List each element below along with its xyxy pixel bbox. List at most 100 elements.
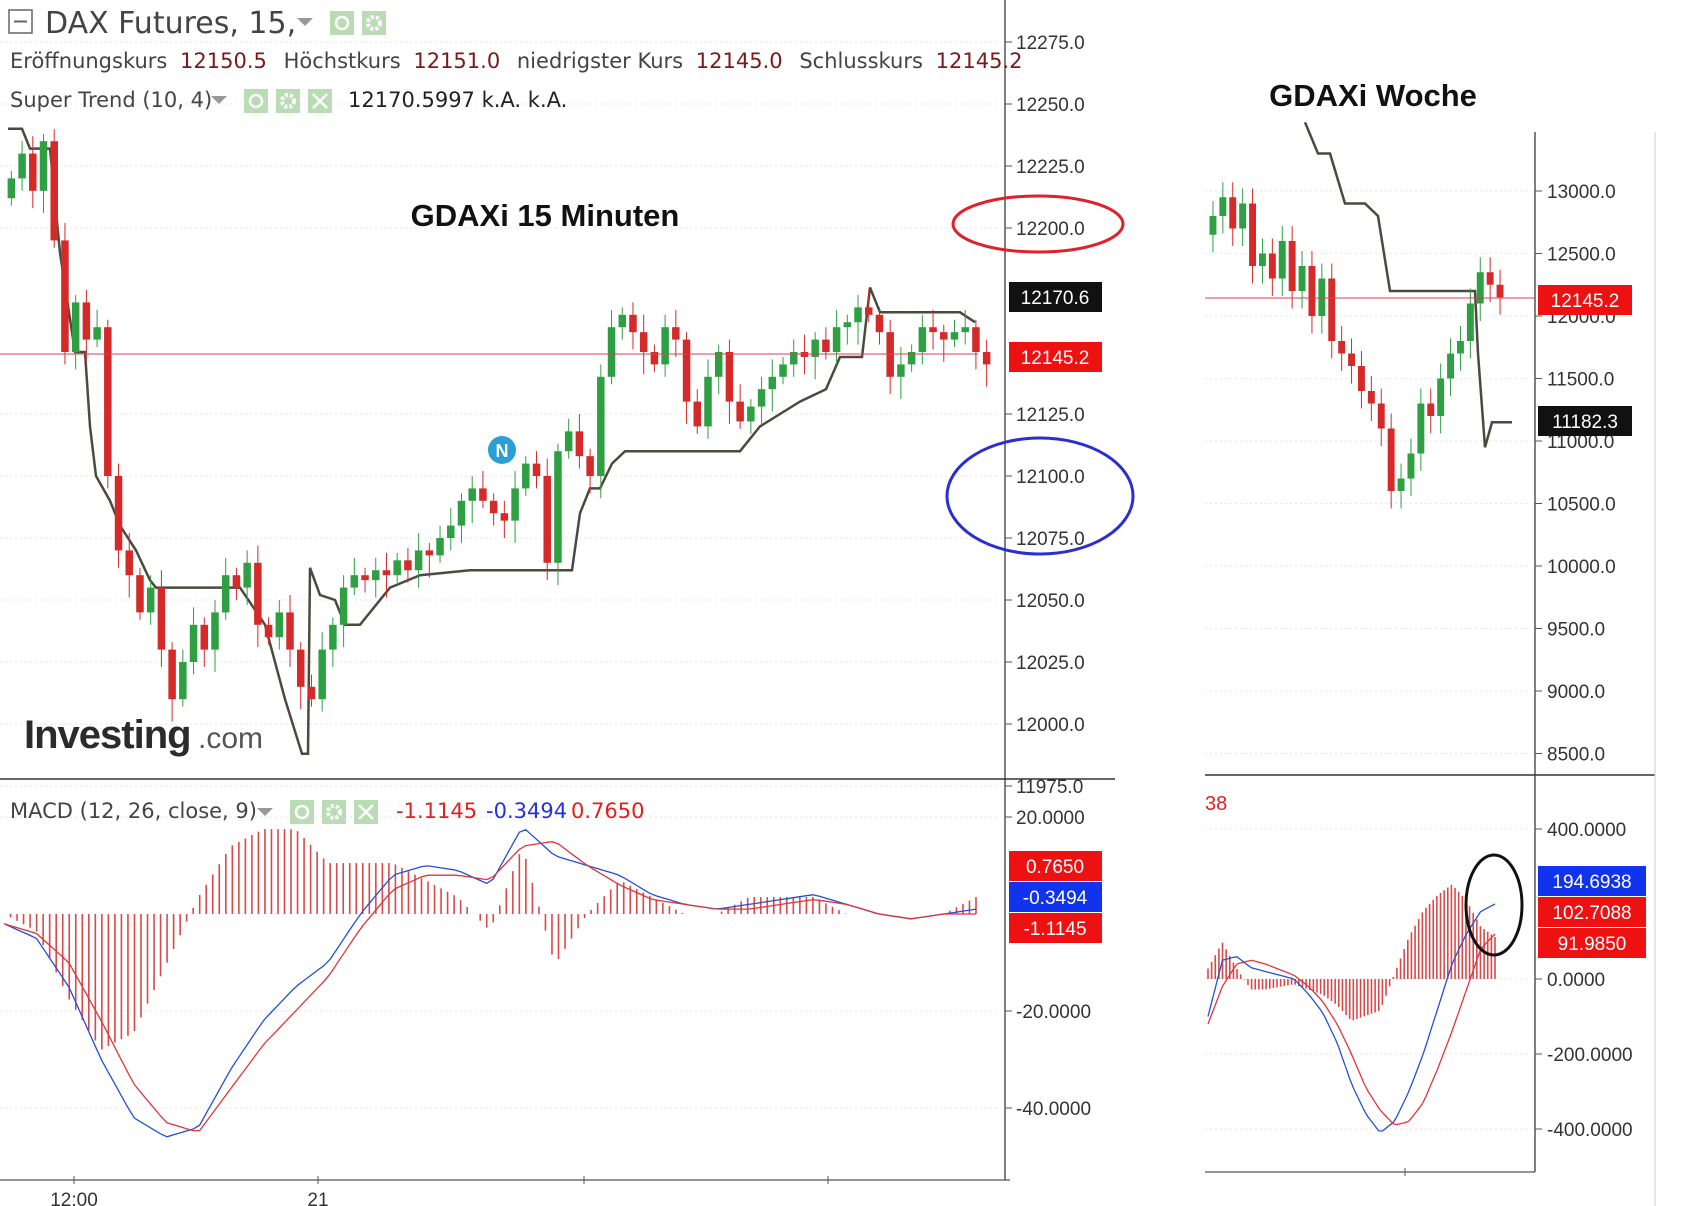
right-candle-body: [1258, 253, 1266, 266]
macd-eye-icon[interactable]: [290, 800, 314, 824]
left-candle-body: [843, 322, 852, 328]
left-ytick-label: 12125.0: [1016, 405, 1085, 426]
right-ytick-label: 9500.0: [1547, 620, 1605, 641]
right-candle-body: [1308, 266, 1316, 316]
ohlc-line: Eröffnungskurs 12150.5 Höchstkurs 12151.…: [10, 49, 1022, 73]
right-candle-body: [1397, 478, 1405, 491]
right-candle-body: [1357, 366, 1365, 391]
left-candle-body: [179, 662, 187, 700]
x-tick-label-1: 12:00: [50, 1190, 98, 1206]
macd-legend: MACD (12, 26, close, 9) -1.1145 -0.3494 …: [10, 799, 644, 824]
macd-ytick-label: 20.0000: [1016, 808, 1085, 829]
left-candle-body: [522, 463, 530, 489]
right-candle-body: [1417, 403, 1425, 454]
right-ytick-label: 13000.0: [1547, 182, 1616, 203]
chevron-down-icon[interactable]: [297, 18, 313, 26]
right-macd-line: [1207, 903, 1496, 1132]
macd-gear-icon[interactable]: [322, 800, 346, 824]
right-ytick-label: 11500.0: [1547, 370, 1614, 391]
right-macd-badge-2: 102.7088: [1538, 897, 1646, 927]
right-ytick-label: 10000.0: [1547, 557, 1616, 578]
supertrend-label[interactable]: Super Trend (10, 4): [10, 88, 212, 112]
logo-wordmark: Investing: [24, 713, 191, 757]
right-candle-body: [1427, 403, 1435, 416]
macd-label[interactable]: MACD (12, 26, close, 9): [10, 799, 257, 823]
macd-value-2: -0.3494: [486, 799, 567, 823]
macd-badge-1: 0.7650: [1009, 851, 1102, 881]
gear-icon[interactable]: [362, 11, 386, 35]
left-candle-body: [747, 406, 755, 422]
left-candle-body: [875, 314, 884, 333]
right-candle-body: [1298, 266, 1306, 291]
left-candle-body: [168, 649, 176, 700]
left-candle-body: [864, 307, 873, 315]
right-candle-body: [1486, 272, 1494, 285]
right-macd-panel: [1205, 828, 1530, 1132]
left-candle-body: [307, 686, 316, 700]
left-candle-body: [157, 587, 166, 650]
supertrend-eye-icon[interactable]: [244, 89, 268, 113]
left-candle-body: [629, 314, 637, 333]
left-ytick-label: 12100.0: [1016, 467, 1085, 488]
left-candle-body: [361, 575, 369, 581]
right-ytick-label: 8500.0: [1547, 745, 1605, 766]
macd-value-1: -1.1145: [396, 799, 477, 823]
left-candle-body: [736, 401, 744, 422]
eye-icon[interactable]: [330, 11, 354, 35]
right-price-grid: [1205, 190, 1530, 754]
left-candle-body: [329, 624, 337, 650]
badge-supertrend-left: 12170.6: [1009, 282, 1102, 312]
supertrend-gear-icon[interactable]: [276, 89, 300, 113]
left-candle-body: [982, 352, 991, 365]
symbol-title[interactable]: DAX Futures, 15,: [45, 6, 296, 41]
left-candle-body: [286, 612, 294, 650]
badge-last-price-left: 12145.2: [1009, 342, 1102, 372]
left-ytick-label: 12275.0: [1016, 33, 1085, 54]
right-candle-body: [1209, 216, 1217, 235]
macd-chevron-icon[interactable]: [257, 808, 273, 816]
left-candle-body: [382, 570, 391, 576]
left-candle-body: [950, 332, 959, 340]
right-macd-badge-1: 194.6938: [1538, 866, 1646, 896]
left-chart-title: GDAXi 15 Minuten: [411, 198, 680, 233]
left-candle-body: [414, 550, 423, 571]
right-macd-badge-1-text: 194.6938: [1552, 872, 1631, 893]
supertrend-chevron-icon[interactable]: [211, 96, 227, 104]
right-candle-body: [1249, 203, 1257, 266]
left-candle-body: [436, 538, 444, 556]
right-ytick-label: 9000.0: [1547, 682, 1605, 703]
left-candle-body: [18, 153, 26, 179]
left-candle-body: [661, 327, 669, 365]
left-ytick-label: 12025.0: [1016, 653, 1085, 674]
left-candle-body: [789, 352, 798, 365]
macd-badge-2-text: -0.3494: [1023, 888, 1088, 909]
right-candle-body: [1377, 403, 1385, 429]
left-candle-body: [682, 339, 691, 402]
right-candle-body: [1476, 272, 1484, 304]
left-supertrend-path: [8, 127, 976, 756]
right-candle-body: [1407, 453, 1415, 479]
left-candle-body: [854, 307, 862, 323]
right-candle-body: [1348, 353, 1356, 366]
event-marker-icon[interactable]: N: [488, 436, 516, 464]
left-candle-body: [672, 327, 680, 340]
event-marker-letter: N: [496, 441, 509, 461]
left-candle-body: [339, 587, 348, 625]
left-ytick-label: 12200.0: [1016, 219, 1085, 240]
right-supertrend-path: [1303, 121, 1512, 448]
left-candle-body: [104, 327, 112, 476]
left-candle-body: [275, 612, 284, 638]
right-macd-legend-partial: 38: [1205, 793, 1227, 815]
right-candle-body: [1338, 341, 1346, 354]
left-candle-body: [125, 550, 134, 576]
red-circle-annotation: [951, 194, 1125, 254]
left-candle-body: [232, 575, 241, 588]
right-candle-body: [1367, 391, 1375, 404]
left-candle-body: [82, 302, 91, 340]
left-candle-body: [254, 562, 262, 625]
left-candle-body: [468, 488, 476, 501]
logo-suffix: .com: [198, 722, 263, 755]
badge-last-price-right: 12145.2: [1538, 285, 1632, 315]
right-macd-badge-2-text: 102.7088: [1552, 903, 1631, 924]
